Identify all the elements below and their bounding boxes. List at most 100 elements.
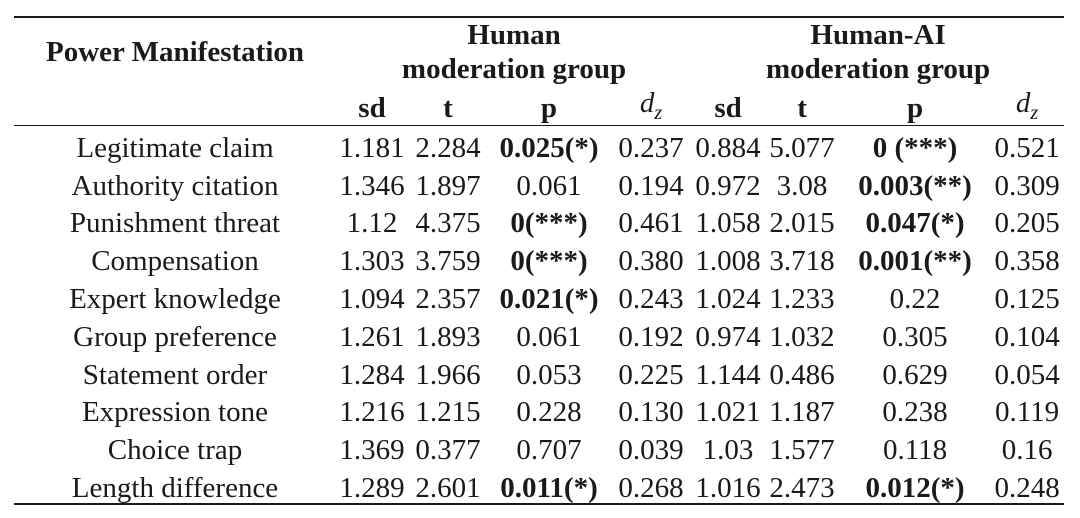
table-row: Compensation 1.303 3.759 0(***) 0.380 1.008 3.… — [14, 243, 1064, 281]
human-sd-cell: 1.369 — [339, 434, 405, 467]
human-sd-cell: 1.303 — [339, 245, 405, 278]
row-label: Length difference — [71, 471, 279, 504]
table-row: Expert knowledge 1.094 2.357 0.021(*) 0.243 1… — [14, 281, 1064, 319]
humanai-sd-cell: 0.974 — [695, 320, 761, 353]
human-t-cell: 1.893 — [415, 320, 481, 353]
human-sd-cell: 1.284 — [339, 358, 405, 391]
human-p-cell: 0.021(*) — [499, 282, 599, 315]
human-p-cell: 0.228 — [516, 396, 582, 429]
human-t-cell: 1.215 — [415, 396, 481, 429]
table-header-rule — [14, 125, 1064, 126]
human-dz-cell: 0.268 — [618, 471, 684, 504]
col-header-dz: dz — [639, 87, 663, 124]
humanai-p-cell: 0.012(*) — [865, 471, 965, 504]
col-header-sd: sd — [714, 91, 742, 124]
human-p-cell: 0.053 — [516, 358, 582, 391]
humanai-p-cell: 0.001(**) — [858, 245, 972, 278]
humanai-t-cell: 5.077 — [769, 131, 835, 164]
human-p-cell: 0.061 — [516, 320, 582, 353]
row-label: Statement order — [82, 358, 268, 391]
table-row: Choice trap 1.369 0.377 0.707 0.039 1.03 1.577… — [14, 432, 1064, 470]
human-sd-cell: 1.261 — [339, 320, 405, 353]
human-p-cell: 0.707 — [516, 434, 582, 467]
humanai-sd-cell: 1.016 — [695, 471, 761, 504]
group2-header-line2: moderation group — [765, 53, 991, 85]
col-header-sd: sd — [358, 91, 386, 124]
humanai-p-cell: 0 (***) — [872, 131, 958, 164]
humanai-sd-cell: 1.144 — [695, 358, 761, 391]
humanai-t-cell: 1.233 — [769, 282, 835, 315]
humanai-sd-cell: 1.008 — [695, 245, 761, 278]
row-label: Compensation — [91, 245, 259, 278]
humanai-t-cell: 1.577 — [769, 434, 835, 467]
table-row: Length difference 1.289 2.601 0.011(*) 0.268… — [14, 470, 1064, 508]
col-header-t: t — [443, 91, 453, 124]
human-t-cell: 1.897 — [415, 169, 481, 202]
col-header-dz: dz — [1015, 87, 1039, 124]
table-bottom-rule — [14, 503, 1064, 505]
col-header-p: p — [906, 91, 924, 124]
humanai-t-cell: 0.486 — [769, 358, 835, 391]
human-t-cell: 2.284 — [415, 131, 481, 164]
humanai-sd-cell: 0.884 — [695, 131, 761, 164]
human-p-cell: 0(***) — [510, 245, 588, 278]
human-dz-cell: 0.225 — [618, 358, 684, 391]
humanai-t-cell: 1.187 — [769, 396, 835, 429]
humanai-p-cell: 0.305 — [882, 320, 948, 353]
humanai-sd-cell: 1.03 — [702, 434, 754, 467]
col-header-p: p — [540, 91, 558, 124]
row-label: Group preference — [73, 320, 277, 353]
human-t-cell: 4.375 — [415, 207, 481, 240]
human-sd-cell: 1.181 — [339, 131, 405, 164]
table-top-rule — [14, 16, 1064, 18]
humanai-dz-cell: 0.119 — [994, 396, 1060, 429]
table-row: Statement order 1.284 1.966 0.053 0.225 1.144… — [14, 357, 1064, 395]
row-label: Choice trap — [107, 434, 243, 467]
human-dz-cell: 0.039 — [618, 434, 684, 467]
group2-header-line1: Human-AI — [810, 19, 946, 51]
table-row: Legitimate claim 1.181 2.284 0.025(*) 0.237 0… — [14, 130, 1064, 168]
humanai-sd-cell: 1.024 — [695, 282, 761, 315]
humanai-t-cell: 3.718 — [769, 245, 835, 278]
table-body: Legitimate claim 1.181 2.284 0.025(*) 0.237 0… — [14, 130, 1064, 508]
human-p-cell: 0(***) — [510, 207, 588, 240]
human-dz-cell: 0.192 — [618, 320, 684, 353]
humanai-dz-cell: 0.16 — [1001, 434, 1053, 467]
humanai-sd-cell: 1.058 — [695, 207, 761, 240]
humanai-dz-cell: 0.521 — [994, 131, 1060, 164]
humanai-p-cell: 0.238 — [882, 396, 948, 429]
row-label: Legitimate claim — [76, 131, 274, 164]
human-p-cell: 0.011(*) — [500, 471, 598, 504]
humanai-dz-cell: 0.205 — [994, 207, 1060, 240]
humanai-dz-cell: 0.125 — [994, 282, 1060, 315]
human-dz-cell: 0.237 — [618, 131, 684, 164]
group1-header-line2: moderation group — [401, 53, 627, 85]
humanai-t-cell: 2.473 — [769, 471, 835, 504]
human-dz-cell: 0.194 — [618, 169, 684, 202]
human-sd-cell: 1.094 — [339, 282, 405, 315]
col-header-t: t — [797, 91, 807, 124]
human-p-cell: 0.025(*) — [499, 131, 599, 164]
humanai-t-cell: 2.015 — [769, 207, 835, 240]
row-label-spacer — [14, 86, 336, 130]
humanai-p-cell: 0.003(**) — [858, 169, 972, 202]
human-t-cell: 2.357 — [415, 282, 481, 315]
row-label: Expert knowledge — [69, 282, 281, 315]
human-sd-cell: 1.289 — [339, 471, 405, 504]
humanai-t-cell: 3.08 — [776, 169, 828, 202]
humanai-p-cell: 0.118 — [882, 434, 948, 467]
table-row: Group preference 1.261 1.893 0.061 0.192 0.97… — [14, 319, 1064, 357]
humanai-t-cell: 1.032 — [769, 320, 835, 353]
human-p-cell: 0.061 — [516, 169, 582, 202]
humanai-dz-cell: 0.054 — [994, 358, 1060, 391]
row-label: Punishment threat — [69, 207, 281, 240]
humanai-dz-cell: 0.248 — [994, 471, 1060, 504]
humanai-dz-cell: 0.104 — [994, 320, 1060, 353]
humanai-p-cell: 0.047(*) — [865, 207, 965, 240]
humanai-p-cell: 0.22 — [889, 282, 941, 315]
human-t-cell: 1.966 — [415, 358, 481, 391]
human-t-cell: 3.759 — [415, 245, 481, 278]
group1-header-line1: Human — [467, 19, 561, 51]
row-label-header: Power Manifestation — [46, 36, 304, 68]
results-table: Power Manifestation Human Human-AI moder… — [14, 18, 1064, 508]
